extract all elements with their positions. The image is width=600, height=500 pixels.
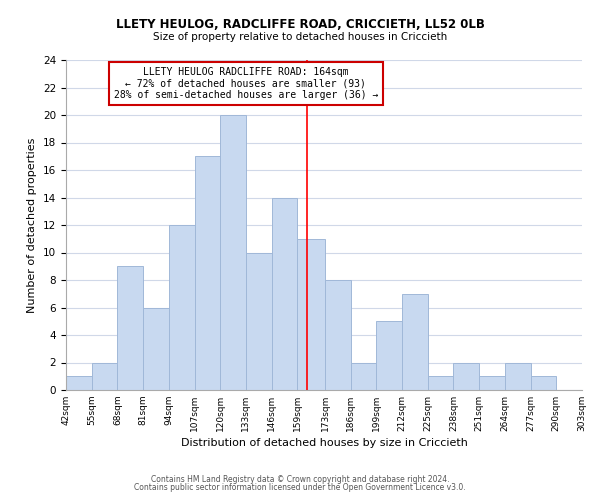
Bar: [92, 362, 118, 390]
Bar: [325, 280, 350, 390]
Bar: [376, 322, 402, 390]
X-axis label: Distribution of detached houses by size in Criccieth: Distribution of detached houses by size …: [181, 438, 467, 448]
Bar: [143, 308, 169, 390]
Text: LLETY HEULOG RADCLIFFE ROAD: 164sqm
← 72% of detached houses are smaller (93)
28: LLETY HEULOG RADCLIFFE ROAD: 164sqm ← 72…: [114, 67, 378, 100]
Bar: [530, 376, 556, 390]
Text: LLETY HEULOG, RADCLIFFE ROAD, CRICCIETH, LL52 0LB: LLETY HEULOG, RADCLIFFE ROAD, CRICCIETH,…: [116, 18, 484, 30]
Bar: [246, 252, 272, 390]
Bar: [272, 198, 298, 390]
Text: Contains public sector information licensed under the Open Government Licence v3: Contains public sector information licen…: [134, 484, 466, 492]
Bar: [298, 239, 325, 390]
Bar: [402, 294, 428, 390]
Bar: [169, 225, 194, 390]
Bar: [118, 266, 143, 390]
Bar: [194, 156, 220, 390]
Bar: [66, 376, 92, 390]
Bar: [454, 362, 479, 390]
Bar: [505, 362, 530, 390]
Bar: [350, 362, 376, 390]
Text: Size of property relative to detached houses in Criccieth: Size of property relative to detached ho…: [153, 32, 447, 42]
Text: Contains HM Land Registry data © Crown copyright and database right 2024.: Contains HM Land Registry data © Crown c…: [151, 475, 449, 484]
Bar: [220, 115, 246, 390]
Bar: [479, 376, 505, 390]
Bar: [428, 376, 454, 390]
Y-axis label: Number of detached properties: Number of detached properties: [28, 138, 37, 312]
